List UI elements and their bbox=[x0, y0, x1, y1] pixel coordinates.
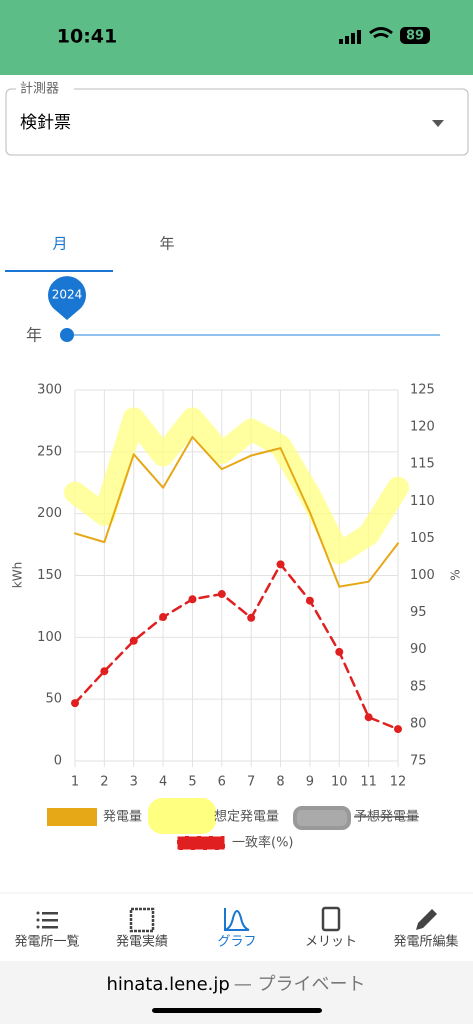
y2-tick-label: 125 bbox=[410, 383, 435, 398]
x-tick-label: 5 bbox=[188, 775, 196, 790]
nav-label[interactable]: グラフ bbox=[217, 935, 256, 950]
dropdown-arrow bbox=[432, 120, 444, 127]
y-tick-label: 250 bbox=[37, 444, 62, 459]
url-bar bbox=[0, 961, 473, 1024]
selector-label: 計測器 bbox=[20, 81, 59, 97]
y-tick-label: 50 bbox=[45, 692, 62, 707]
y2-tick-label: 95 bbox=[410, 605, 427, 620]
marker bbox=[159, 613, 168, 622]
time: 10:41 bbox=[57, 26, 117, 48]
x-tick-label: 3 bbox=[130, 775, 138, 790]
x-tick-label: 6 bbox=[218, 775, 226, 790]
legend-label: 想定発電量 bbox=[214, 809, 279, 825]
x-tick-label: 10 bbox=[331, 775, 348, 790]
expected-band bbox=[64, 407, 409, 565]
series-line bbox=[74, 435, 399, 588]
nav-icon bbox=[36, 925, 40, 929]
signal-icon bbox=[339, 30, 361, 44]
tab-month[interactable]: 月 bbox=[52, 235, 67, 253]
y2-tick-label: 85 bbox=[410, 679, 427, 694]
selector-value: 検針票 bbox=[20, 113, 71, 133]
slider-label: 年 bbox=[26, 326, 42, 345]
url-host: hinata.lene.jp bbox=[106, 974, 229, 995]
url-suffix: — プライベート bbox=[234, 974, 366, 995]
battery-level: 89 bbox=[406, 29, 424, 44]
y2-tick-label: 75 bbox=[410, 754, 427, 769]
slider-thumb[interactable] bbox=[60, 328, 74, 342]
nav-icon bbox=[42, 919, 58, 922]
nav-icon bbox=[36, 918, 40, 922]
x-tick-label: 12 bbox=[390, 775, 407, 790]
y2-tick-label: 105 bbox=[410, 531, 435, 546]
nav-icon bbox=[42, 926, 58, 929]
status-bar bbox=[0, 0, 473, 75]
nav-label[interactable]: 発電実績 bbox=[116, 934, 168, 950]
marker bbox=[129, 636, 138, 645]
nav-label[interactable]: 発電所編集 bbox=[393, 934, 458, 950]
marker bbox=[394, 725, 402, 734]
marker bbox=[188, 595, 197, 604]
y2-tick-label: 120 bbox=[410, 420, 435, 435]
x-tick-label: 2 bbox=[100, 775, 108, 790]
y2-tick-label: 115 bbox=[410, 457, 435, 472]
nav-icon bbox=[224, 908, 250, 931]
tab-year[interactable]: 年 bbox=[159, 235, 174, 253]
marker bbox=[100, 667, 109, 676]
legend-label: 発電量 bbox=[103, 810, 142, 825]
marker bbox=[276, 560, 285, 569]
nav-icon bbox=[321, 906, 341, 932]
y-tick-label: 100 bbox=[37, 630, 62, 645]
y-tick-label: 150 bbox=[37, 568, 62, 583]
legend-swatch bbox=[148, 798, 216, 834]
y-tick-label: 0 bbox=[54, 754, 62, 769]
nav-label[interactable]: 発電所一覧 bbox=[14, 934, 79, 950]
nav-items: 発電所一覧 発電実績 グラフ メリット 発電所編集 bbox=[14, 906, 459, 950]
y2-axis-title: % bbox=[449, 569, 463, 580]
y2-tick-label: 90 bbox=[410, 642, 427, 657]
x-tick-label: 7 bbox=[247, 775, 255, 790]
y2-tick-label: 110 bbox=[410, 494, 435, 509]
bottom-nav bbox=[0, 893, 473, 961]
nav-label[interactable]: メリット bbox=[305, 935, 357, 950]
y2-tick-label: 80 bbox=[410, 716, 427, 731]
y-tick-label: 200 bbox=[37, 506, 62, 521]
legend-swatch bbox=[293, 806, 351, 830]
marker bbox=[247, 613, 256, 622]
slider-value: 2024 bbox=[52, 288, 83, 302]
selector-label-bg bbox=[16, 82, 74, 96]
legend-swatch bbox=[176, 835, 226, 851]
x-tick-label: 4 bbox=[159, 775, 167, 790]
y2-tick-label: 100 bbox=[410, 568, 435, 583]
url: hinata.lene.jp — プライベート bbox=[106, 974, 365, 995]
series-line bbox=[73, 563, 400, 731]
battery-icon bbox=[400, 27, 430, 44]
x-tick-label: 11 bbox=[360, 775, 377, 790]
home-indicator bbox=[152, 1008, 322, 1013]
x-tick-label: 8 bbox=[276, 775, 284, 790]
nav-icon bbox=[36, 911, 40, 915]
nav-icon bbox=[42, 912, 58, 915]
marker bbox=[305, 596, 314, 605]
nav-icon bbox=[129, 907, 155, 933]
tab-indicator bbox=[5, 270, 113, 272]
legend-label: 予想発電量 bbox=[354, 809, 419, 825]
marker bbox=[71, 699, 79, 708]
wifi-icon bbox=[369, 27, 393, 39]
legend-swatch bbox=[47, 808, 97, 826]
y-axis-title: kWh bbox=[11, 562, 25, 588]
x-tick-label: 9 bbox=[306, 775, 314, 790]
marker bbox=[217, 590, 226, 599]
marker bbox=[335, 647, 344, 656]
legend-label: 一致率(%) bbox=[232, 835, 294, 851]
selector[interactable] bbox=[5, 88, 469, 156]
nav-icon bbox=[416, 909, 437, 930]
y-tick-label: 300 bbox=[37, 383, 62, 398]
chart: 0501001502002503007580859095100105110115… bbox=[11, 383, 463, 851]
x-tick-label: 1 bbox=[71, 775, 79, 790]
marker bbox=[364, 713, 373, 722]
slider-badge bbox=[48, 276, 86, 320]
